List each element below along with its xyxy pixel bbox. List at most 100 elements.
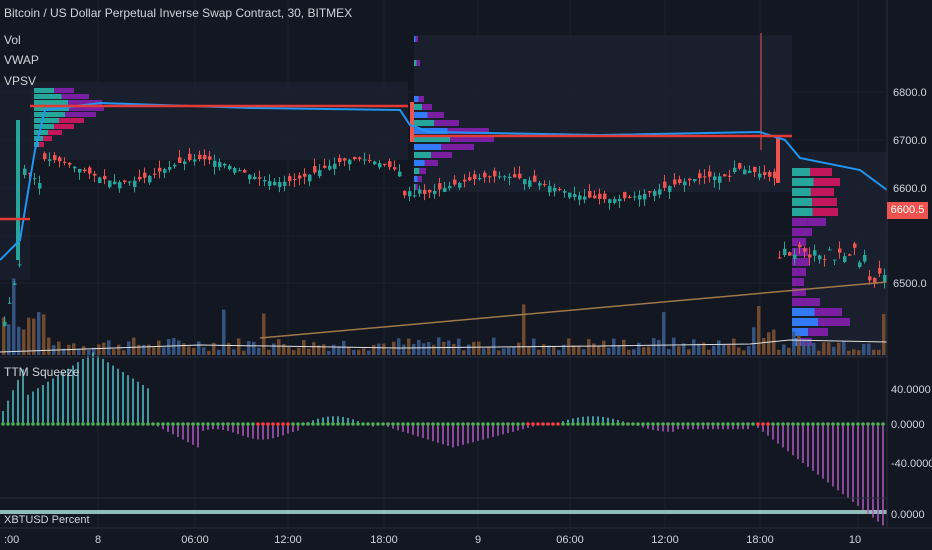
squeeze-dot [351, 422, 355, 426]
candle-body [108, 180, 112, 188]
squeeze-dot [791, 422, 795, 426]
volume-bar [522, 304, 526, 355]
squeeze-dot [521, 422, 525, 426]
time-label: 18:00 [370, 534, 398, 546]
indicator-vol[interactable]: Vol [4, 33, 21, 47]
profile-bar-up [414, 36, 416, 42]
profile-bar-up [34, 94, 62, 99]
volume-bar [427, 342, 431, 355]
candle-body [543, 184, 547, 186]
volume-bar [557, 350, 561, 355]
candle-body [68, 162, 72, 165]
indicator-vpsv[interactable]: VPSV [4, 74, 37, 88]
volume-bar [467, 344, 471, 355]
candle-body [263, 180, 267, 182]
volume-bar [97, 344, 101, 355]
squeeze-dot [256, 422, 260, 426]
squeeze-dot [271, 422, 275, 426]
candle-body [428, 189, 432, 193]
candle-body [623, 191, 627, 199]
candle-body [803, 248, 807, 252]
squeeze-dot [41, 422, 45, 426]
candle-body [588, 191, 592, 198]
squeeze-dot [391, 422, 395, 426]
candle-body [573, 194, 577, 198]
profile-bar-down [416, 60, 420, 66]
candle-body [208, 156, 212, 160]
candle-body [273, 181, 277, 186]
squeeze-title[interactable]: TTM Squeeze [4, 365, 80, 379]
candle-body [93, 173, 97, 176]
candle-body [143, 172, 147, 178]
squeeze-dot [711, 422, 715, 426]
volume-bar [367, 350, 371, 355]
volume-bar [457, 338, 461, 355]
profile-bar-down [798, 268, 806, 276]
profile-bar-down [43, 136, 52, 141]
candle-body [348, 159, 352, 165]
squeeze-dot [46, 422, 50, 426]
volume-bar [92, 347, 96, 355]
squeeze-dot [361, 422, 365, 426]
profile-bar-up [414, 176, 418, 182]
squeeze-dot [6, 422, 10, 426]
candle-body [548, 186, 552, 193]
volume-bar [577, 345, 581, 355]
squeeze-dot [446, 422, 450, 426]
squeeze-dot [771, 422, 775, 426]
candle-body [733, 167, 737, 172]
candle-body [138, 176, 142, 180]
candle-body [33, 178, 37, 180]
profile-bar-up [414, 112, 428, 118]
volume-bar [812, 343, 816, 355]
candle-body [398, 171, 402, 177]
candle-body [633, 196, 637, 198]
squeeze-dot [231, 422, 235, 426]
volume-bar [572, 345, 576, 355]
profile-bar-up [792, 188, 811, 196]
volume-bar [767, 332, 771, 355]
profile-bar-up [792, 258, 801, 266]
candle-body [593, 195, 597, 199]
squeeze-dot [766, 422, 770, 426]
volume-bar [547, 345, 551, 355]
candle-body [8, 302, 12, 304]
squeeze-dot [726, 422, 730, 426]
candle-body [523, 179, 527, 185]
candle-body [123, 180, 127, 183]
squeeze-dot [701, 422, 705, 426]
candle-body [48, 159, 52, 161]
volume-bar [707, 349, 711, 355]
profile-bar-up [414, 168, 420, 174]
volume-bar [682, 343, 686, 355]
squeeze-dot [21, 422, 25, 426]
indicator-vwap[interactable]: VWAP [4, 53, 39, 67]
squeeze-dot [796, 422, 800, 426]
volume-bar [542, 344, 546, 355]
candle-body [198, 154, 202, 160]
candle-body [403, 190, 407, 196]
squeeze-dot [196, 422, 200, 426]
profile-bar-down [59, 118, 84, 123]
volume-bar [712, 345, 716, 355]
squeeze-dot [341, 422, 345, 426]
squeeze-dot [706, 422, 710, 426]
volume-bar [687, 349, 691, 355]
candle-body [608, 199, 612, 204]
bottom-pane-title[interactable]: XBTUSD Percent [4, 514, 90, 526]
candle-body [533, 175, 537, 182]
symbol-title[interactable]: Bitcoin / US Dollar Perpetual Inverse Sw… [4, 6, 353, 20]
volume-bar [657, 339, 661, 355]
profile-range-box [30, 82, 408, 160]
profile-bar-down [800, 258, 810, 266]
candle-body [703, 176, 707, 178]
candle-body [878, 268, 882, 274]
profile-bar-down [424, 160, 438, 166]
volume-bar [807, 339, 811, 355]
candle-body [758, 173, 762, 178]
candle-body [258, 177, 262, 179]
profile-bar-down [417, 176, 422, 182]
profile-bar-up [34, 100, 68, 105]
volume-bar [307, 348, 311, 355]
